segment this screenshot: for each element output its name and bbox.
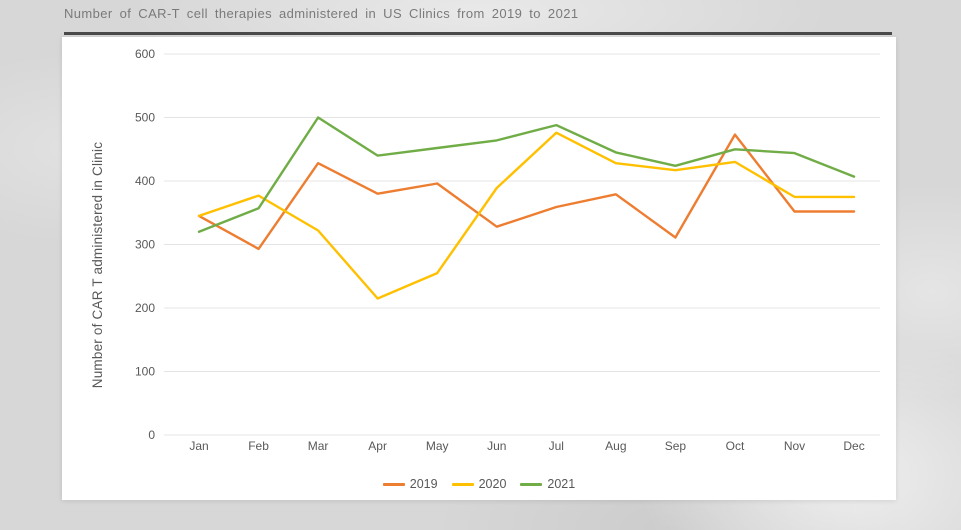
legend-label-2021: 2021 <box>547 477 576 491</box>
y-tick-label: 100 <box>135 365 155 379</box>
x-tick-label: Sep <box>665 439 687 453</box>
chart-title-text: Number of CAR-T cell therapies administe… <box>64 6 579 21</box>
y-tick-label: 500 <box>135 111 155 125</box>
legend-item-2021: 2021 <box>520 477 575 491</box>
legend-swatch-2020 <box>451 482 474 486</box>
y-axis-title: Number of CAR T administered in Clinic <box>90 141 105 389</box>
x-tick-label: Apr <box>368 439 387 453</box>
x-tick-label: Jun <box>487 439 506 453</box>
line-chart-plot: 0 100 200 300 400 500 600 Jan Feb Mar Apr May Jun Jul… <box>135 47 880 453</box>
chart-legend: 2019 2020 2021 <box>62 477 896 491</box>
legend-item-2020: 2020 <box>451 477 507 491</box>
legend-label-2019: 2019 <box>409 477 438 491</box>
series-line-2021 <box>197 116 856 234</box>
x-tick-label: Jan <box>189 439 208 453</box>
legend-swatch-2021 <box>520 482 543 486</box>
x-tick-label: Jul <box>549 439 564 453</box>
y-tick-label: 200 <box>135 301 155 315</box>
chart-panel: Number of CAR T administered in Clinic 0… <box>62 37 896 500</box>
y-tick-label: 300 <box>135 238 155 252</box>
y-tick-label: 400 <box>135 174 155 188</box>
x-tick-label: Dec <box>843 439 864 453</box>
legend-swatch-2019 <box>382 482 405 486</box>
x-tick-label: May <box>426 439 449 453</box>
x-tick-label: Oct <box>726 439 745 453</box>
y-tick-label: 0 <box>148 428 155 442</box>
series-line-2019 <box>197 133 856 251</box>
x-tick-label: Feb <box>248 439 269 453</box>
y-tick-label: 600 <box>135 47 155 61</box>
legend-item-2019: 2019 <box>382 477 438 491</box>
legend-label-2020: 2020 <box>478 477 507 491</box>
x-tick-label: Nov <box>784 439 805 453</box>
x-tick-label: Aug <box>605 439 626 453</box>
x-tick-label: Mar <box>308 439 329 453</box>
series-line-2020 <box>197 131 856 300</box>
chart-title: Number of CAR-T cell therapies administe… <box>64 6 892 35</box>
